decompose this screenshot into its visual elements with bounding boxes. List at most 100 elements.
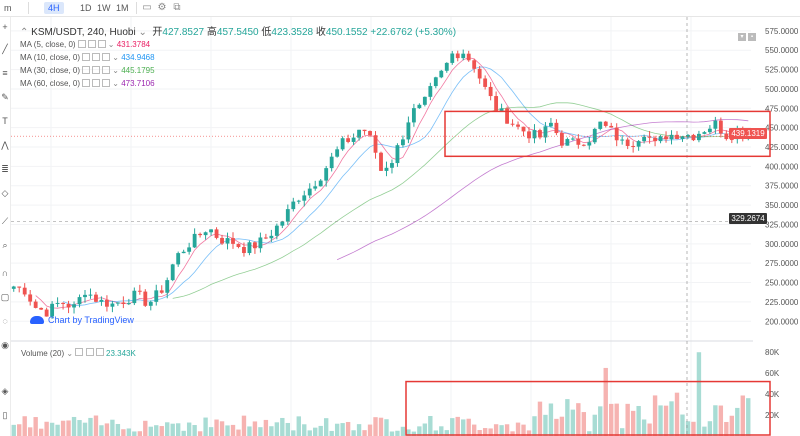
settings-icon[interactable] [92, 66, 101, 74]
candle-body [105, 299, 109, 307]
volume-bar [450, 418, 455, 436]
eye-icon[interactable] [82, 79, 91, 87]
settings-icon[interactable] [92, 53, 101, 61]
close-icon[interactable] [102, 66, 111, 74]
candle-body [422, 96, 427, 105]
volume-bar [252, 421, 258, 436]
volume-bar [746, 398, 751, 436]
price-chart[interactable]: 575.0000 550.0000 525.0000 500.0000 475.0000… [11, 17, 800, 436]
volume-bar [674, 392, 680, 436]
maximize-icon[interactable]: ▪ [748, 33, 756, 41]
eye-icon[interactable] [82, 53, 91, 61]
price-tick-label: 575.0000 [765, 27, 799, 36]
close-icon[interactable] [95, 348, 104, 356]
ma-legend-row[interactable]: MA (30, close, 0) ⌄ 445.1795 [20, 65, 456, 77]
tradingview-watermark[interactable]: Chart by TradingView [30, 315, 134, 325]
candle-body [439, 70, 444, 78]
close-icon[interactable] [97, 40, 106, 48]
price-tick-label: 300.0000 [765, 240, 799, 249]
volume-bar [718, 405, 724, 436]
chevron-down-icon[interactable]: ⌄ [110, 66, 122, 75]
eye-icon[interactable]: ◉ [1, 340, 9, 350]
ruler-icon[interactable]: ⟋ [1, 216, 9, 226]
volume-bar [439, 426, 444, 436]
volume-label[interactable]: Volume (20) [21, 349, 65, 358]
shapes-icon[interactable]: ◇ [1, 188, 9, 198]
close-icon[interactable] [102, 53, 111, 61]
open-value: 427.8527 [162, 27, 205, 38]
hide-icon[interactable]: ◌ [2, 316, 8, 326]
candle-body [702, 132, 707, 134]
magnet-icon[interactable]: ∩ [1, 268, 9, 278]
volume-bar [137, 431, 143, 436]
settings-icon[interactable] [85, 348, 94, 356]
volume-bar [367, 424, 373, 436]
trash-icon[interactable]: ▯ [2, 410, 8, 420]
symbol-name[interactable]: KSM/USDT, 240, Huobi [31, 27, 136, 38]
volume-bar [729, 415, 735, 436]
timeframe-1d[interactable]: 1D [80, 3, 92, 13]
settings-icon[interactable] [87, 40, 96, 48]
chevron-down-icon[interactable]: ⌄ [105, 40, 117, 49]
timeframe-minutes[interactable]: m [4, 3, 12, 13]
timeframe-1m[interactable]: 1M [116, 3, 129, 13]
volume-tick-label: 80K [765, 348, 780, 357]
settings-icon[interactable]: ⚙ [157, 2, 167, 13]
volume-bar [696, 352, 702, 436]
ma-legend-row[interactable]: MA (10, close, 0) ⌄ 434.9468 [20, 52, 456, 64]
fib-icon[interactable]: ≡ [2, 68, 8, 78]
candle-body [455, 53, 460, 59]
candle-body [242, 246, 246, 254]
indicators-icon[interactable]: ⧉ [173, 2, 181, 13]
volume-bar [38, 428, 44, 436]
timeframe-1w[interactable]: 1W [97, 3, 111, 13]
volume-bar [493, 424, 499, 436]
volume-bar [175, 423, 181, 436]
volume-bar [60, 420, 66, 436]
collapse-icon[interactable]: ▾ [738, 33, 746, 41]
volume-bar [702, 426, 707, 436]
volume-bar [44, 421, 49, 436]
lock-icon[interactable]: ▢ [0, 292, 10, 302]
candle-body [433, 77, 438, 87]
ma-legend-row[interactable]: MA (60, close, 0) ⌄ 473.7106 [20, 78, 456, 90]
cursor-icon[interactable]: + [2, 22, 8, 32]
close-icon[interactable] [102, 79, 111, 87]
volume-highlight-box [405, 380, 771, 436]
volume-bar [208, 427, 214, 436]
chevron-down-icon[interactable]: ⌄ [110, 79, 122, 88]
trend-line-icon[interactable]: ╱ [2, 44, 8, 54]
price-tick-label: 200.0000 [765, 317, 799, 326]
chevron-icon[interactable]: ⌃ [20, 27, 29, 38]
brush-icon[interactable]: ✎ [1, 92, 9, 102]
candle-body [570, 138, 575, 140]
settings-icon[interactable] [92, 79, 101, 87]
candle-body [253, 242, 257, 249]
forecast-icon[interactable]: ≣ [1, 164, 9, 174]
chevron-down-icon[interactable]: ⌄ [66, 349, 74, 358]
eye-icon[interactable] [75, 348, 84, 356]
chevron-down-icon[interactable]: ⌄ [110, 53, 122, 62]
candle-body [543, 126, 548, 138]
ma-label: MA (10, close, 0) [20, 53, 81, 62]
legend: ⌃ KSM/USDT, 240, Huobi ⌄ 开427.8527 高457.… [20, 23, 456, 90]
candle-body [55, 302, 60, 304]
text-icon[interactable]: T [2, 116, 8, 126]
ma-legend-row[interactable]: MA (5, close, 0) ⌄ 431.3784 [20, 39, 456, 51]
volume-bar [641, 419, 647, 436]
chevron-down-icon[interactable]: ⌄ [138, 27, 147, 38]
timeframe-4h[interactable]: 4H [44, 2, 64, 14]
layers-icon[interactable]: ◈ [1, 386, 9, 396]
chart-type-icon[interactable]: ▭ [142, 2, 152, 13]
candle-body [532, 130, 537, 139]
volume-bar [663, 405, 669, 436]
volume-bar [285, 422, 291, 436]
eye-icon[interactable] [82, 66, 91, 74]
zoom-icon[interactable]: ⌕ [2, 240, 8, 250]
pattern-icon[interactable]: ⋀ [1, 140, 9, 150]
ma-value: 434.9468 [121, 53, 155, 62]
candle-body [664, 136, 668, 140]
volume-bar [318, 425, 323, 436]
candle-body [729, 139, 734, 141]
eye-icon[interactable] [77, 40, 86, 48]
